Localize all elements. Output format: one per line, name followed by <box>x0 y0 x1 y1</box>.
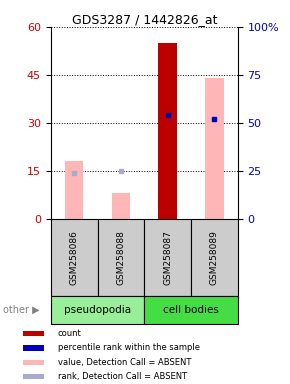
Bar <box>23 331 44 336</box>
Text: rank, Detection Call = ABSENT: rank, Detection Call = ABSENT <box>58 372 187 381</box>
Bar <box>144 296 238 324</box>
Text: value, Detection Call = ABSENT: value, Detection Call = ABSENT <box>58 358 191 367</box>
Text: pseudopodia: pseudopodia <box>64 305 131 315</box>
Text: GSM258088: GSM258088 <box>116 230 125 285</box>
Bar <box>97 219 144 296</box>
Text: GSM258087: GSM258087 <box>163 230 172 285</box>
Bar <box>23 374 44 379</box>
Bar <box>23 360 44 365</box>
Text: GDS3287 / 1442826_at: GDS3287 / 1442826_at <box>72 13 218 26</box>
Bar <box>191 219 238 296</box>
Bar <box>65 161 84 219</box>
Text: percentile rank within the sample: percentile rank within the sample <box>58 344 200 353</box>
Bar <box>112 193 130 219</box>
Bar <box>51 219 97 296</box>
Bar <box>144 219 191 296</box>
Text: other ▶: other ▶ <box>3 305 39 315</box>
Bar <box>158 43 177 219</box>
Text: GSM258086: GSM258086 <box>70 230 79 285</box>
Bar <box>51 296 144 324</box>
Text: count: count <box>58 329 82 338</box>
Bar <box>23 346 44 351</box>
Bar <box>205 78 224 219</box>
Text: cell bodies: cell bodies <box>163 305 219 315</box>
Text: GSM258089: GSM258089 <box>210 230 219 285</box>
